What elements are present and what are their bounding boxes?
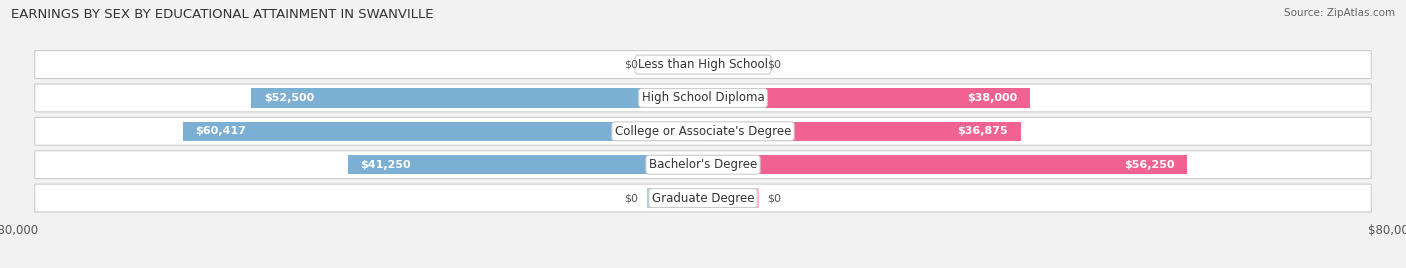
Text: $0: $0 (624, 59, 638, 70)
Bar (250, 88, 703, 108)
Bar (703, 155, 1188, 174)
Text: $41,250: $41,250 (361, 160, 412, 170)
Bar (703, 188, 759, 208)
FancyBboxPatch shape (35, 184, 1371, 212)
Text: College or Associate's Degree: College or Associate's Degree (614, 125, 792, 138)
Bar (703, 88, 1031, 108)
Bar (647, 188, 703, 208)
Bar (347, 155, 703, 174)
Text: $60,417: $60,417 (195, 126, 246, 136)
Text: Graduate Degree: Graduate Degree (652, 192, 754, 204)
Text: $38,000: $38,000 (967, 93, 1018, 103)
Text: Less than High School: Less than High School (638, 58, 768, 71)
FancyBboxPatch shape (35, 51, 1371, 79)
FancyBboxPatch shape (35, 117, 1371, 145)
Text: $56,250: $56,250 (1123, 160, 1174, 170)
Text: High School Diploma: High School Diploma (641, 91, 765, 105)
Text: EARNINGS BY SEX BY EDUCATIONAL ATTAINMENT IN SWANVILLE: EARNINGS BY SEX BY EDUCATIONAL ATTAINMEN… (11, 8, 433, 21)
Text: $0: $0 (768, 59, 782, 70)
Bar (183, 122, 703, 141)
Text: $52,500: $52,500 (264, 93, 314, 103)
Bar (703, 122, 1021, 141)
FancyBboxPatch shape (35, 84, 1371, 112)
FancyBboxPatch shape (35, 151, 1371, 179)
Text: $0: $0 (768, 193, 782, 203)
Text: Source: ZipAtlas.com: Source: ZipAtlas.com (1284, 8, 1395, 18)
Text: $0: $0 (624, 193, 638, 203)
Text: Bachelor's Degree: Bachelor's Degree (650, 158, 756, 171)
Text: $36,875: $36,875 (957, 126, 1008, 136)
Bar (703, 55, 759, 74)
Bar (647, 55, 703, 74)
